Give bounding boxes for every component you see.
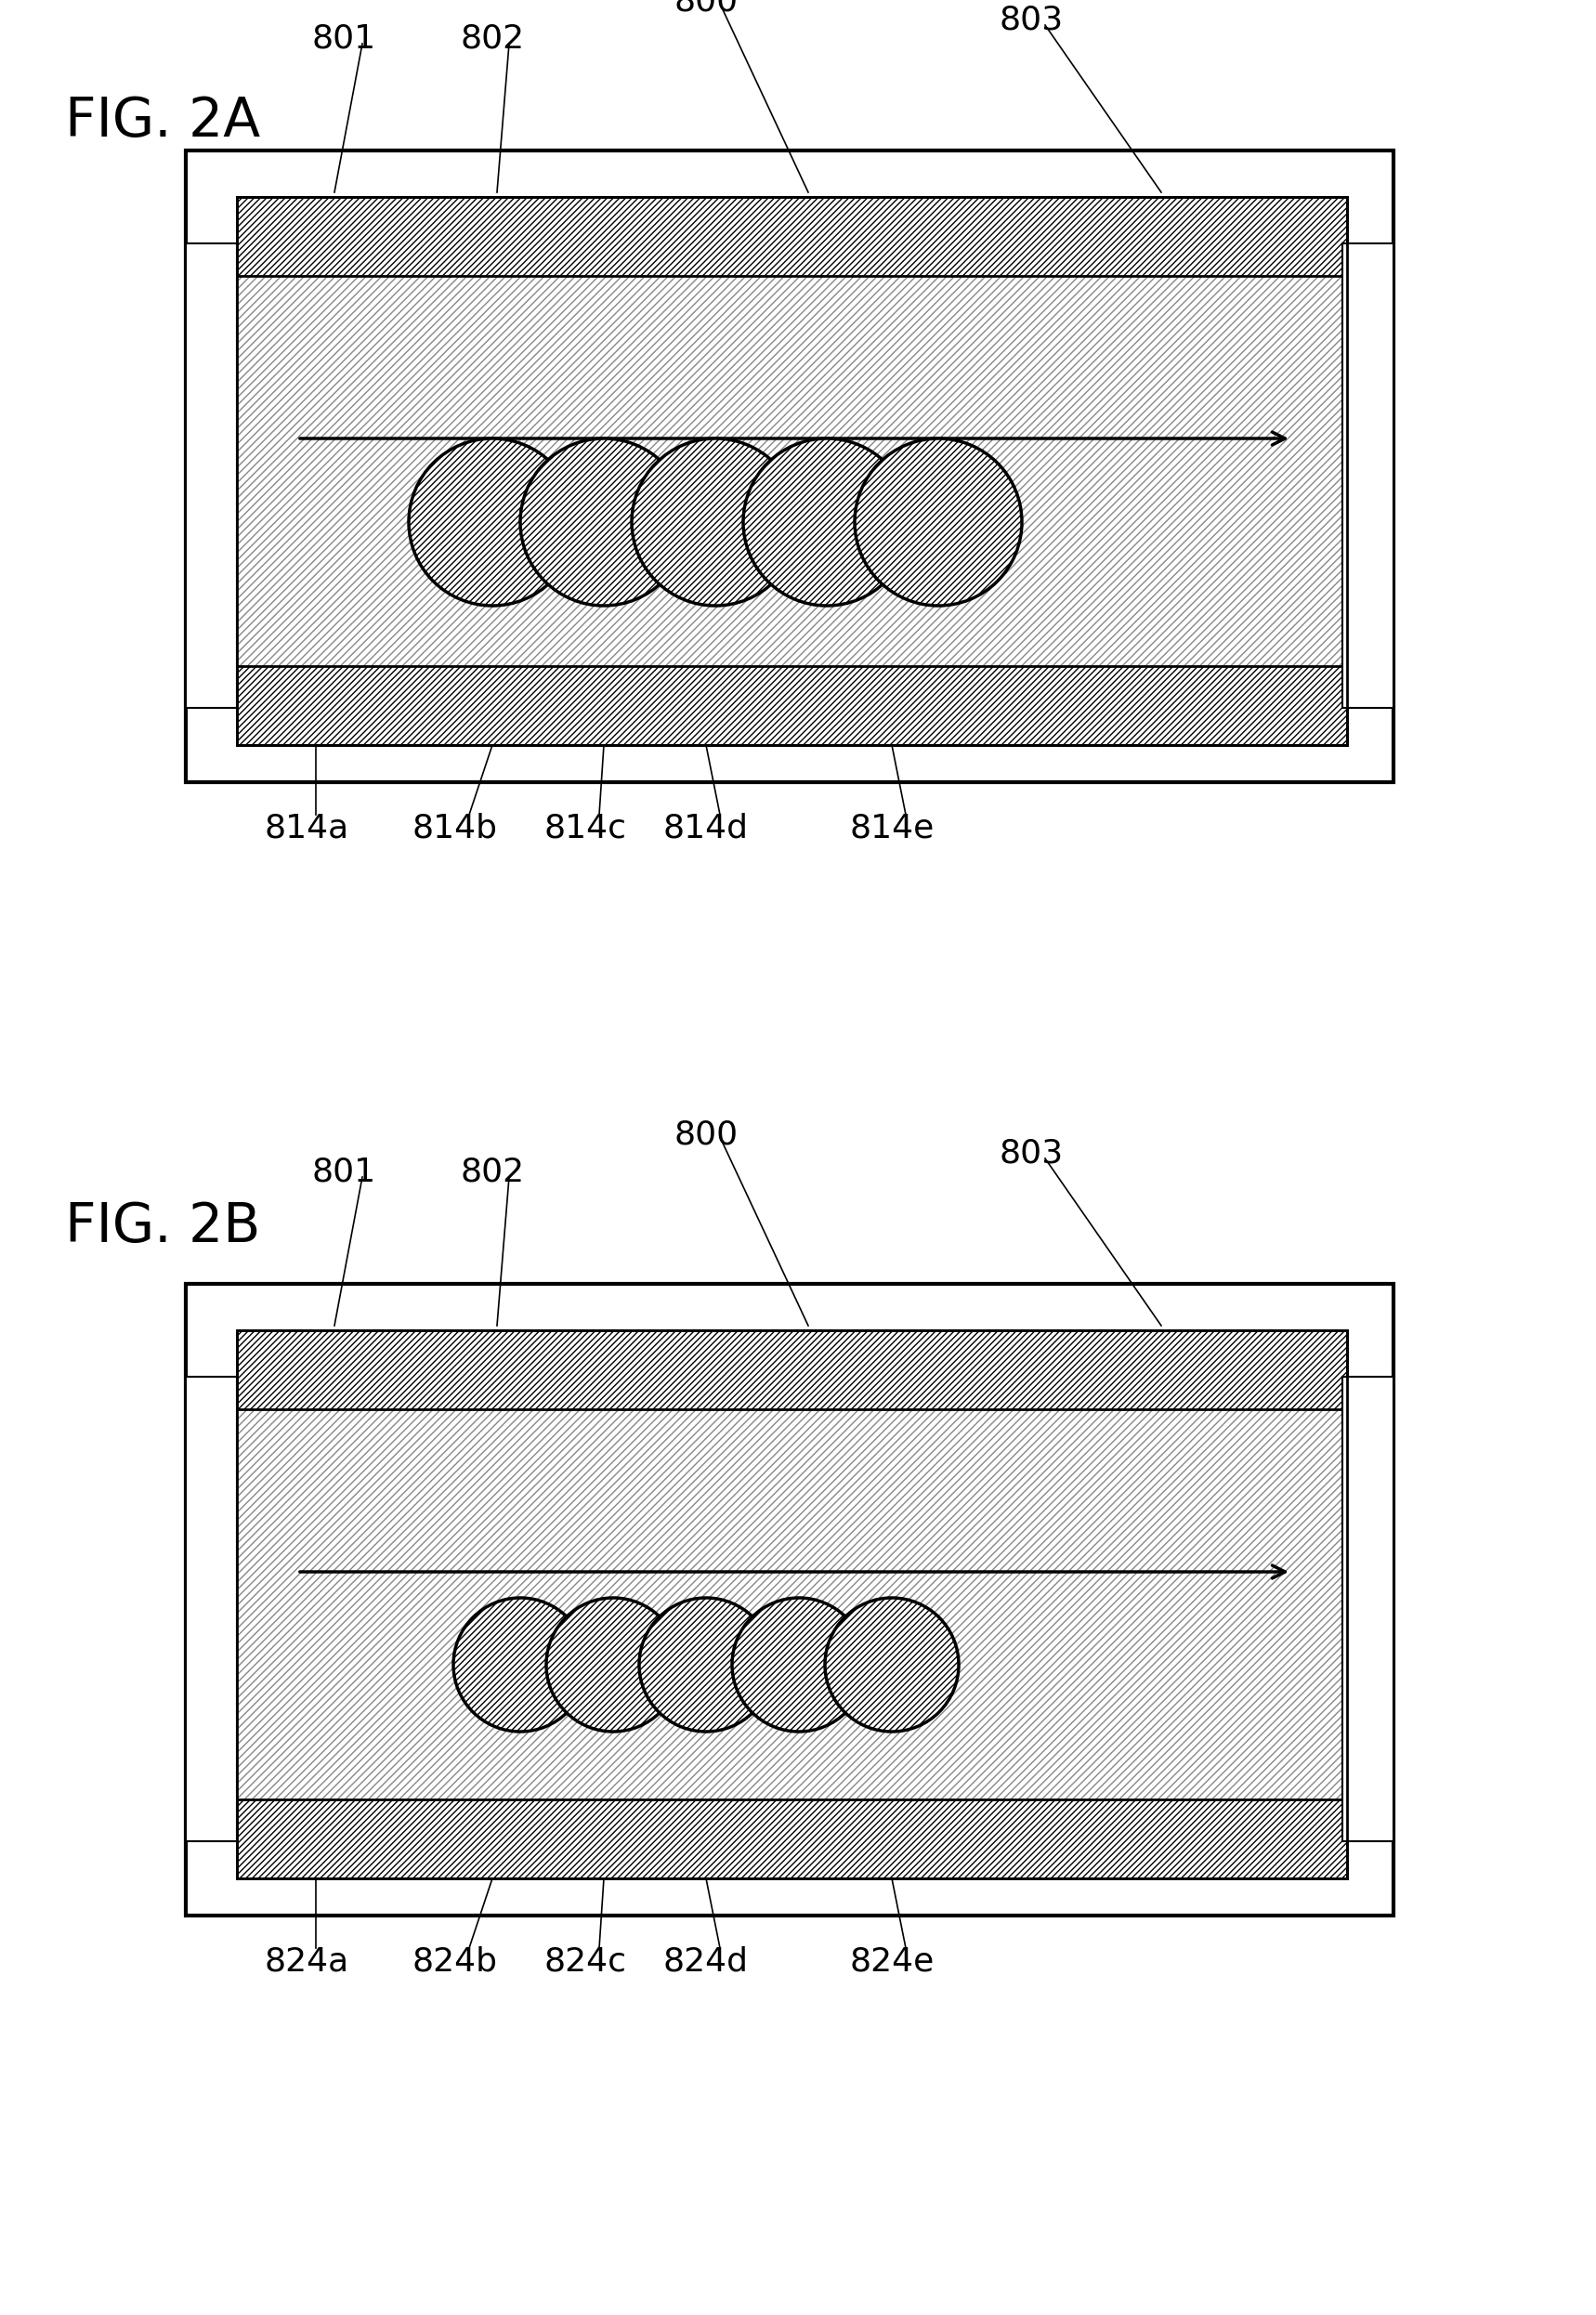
Text: FIG. 2A: FIG. 2A [65, 95, 260, 148]
Text: 803: 803 [999, 1139, 1063, 1169]
Bar [185, 150, 1393, 782]
Text: 814c: 814c [544, 813, 627, 845]
Bar [236, 197, 1347, 745]
Text: 824d: 824d [664, 1947, 749, 1977]
Circle shape [546, 1597, 680, 1732]
Bar [236, 197, 1347, 275]
Text: 814d: 814d [664, 813, 749, 845]
Bar [185, 1285, 1393, 1915]
Text: 824b: 824b [412, 1947, 498, 1977]
Circle shape [632, 438, 800, 607]
Bar [236, 1331, 1347, 1877]
Text: FIG. 2B: FIG. 2B [65, 1199, 260, 1252]
Bar [1342, 243, 1393, 708]
Bar [236, 1331, 1347, 1410]
Bar [236, 1410, 1347, 1799]
Bar [1342, 1377, 1393, 1840]
Text: 814a: 814a [265, 813, 350, 845]
Text: 802: 802 [460, 1158, 525, 1188]
Circle shape [638, 1597, 772, 1732]
Circle shape [744, 438, 910, 607]
Text: 824a: 824a [265, 1947, 350, 1977]
Circle shape [825, 1597, 959, 1732]
Text: 824e: 824e [849, 1947, 934, 1977]
Text: 824c: 824c [544, 1947, 627, 1977]
Circle shape [855, 438, 1021, 607]
Bar [185, 243, 236, 708]
Bar [185, 1377, 236, 1840]
Circle shape [733, 1597, 865, 1732]
Circle shape [409, 438, 576, 607]
Bar [236, 275, 1347, 667]
Circle shape [520, 438, 688, 607]
Text: 802: 802 [460, 23, 525, 56]
Bar [236, 197, 1347, 745]
Text: 800: 800 [674, 0, 737, 19]
Circle shape [453, 1597, 587, 1732]
Text: 801: 801 [311, 23, 375, 56]
Text: 814b: 814b [412, 813, 498, 845]
Text: 800: 800 [674, 1120, 737, 1151]
Text: 803: 803 [999, 5, 1063, 37]
Bar [236, 1799, 1347, 1877]
Text: 801: 801 [311, 1158, 375, 1188]
Text: 814e: 814e [849, 813, 934, 845]
Bar [236, 667, 1347, 745]
Bar [236, 1331, 1347, 1877]
